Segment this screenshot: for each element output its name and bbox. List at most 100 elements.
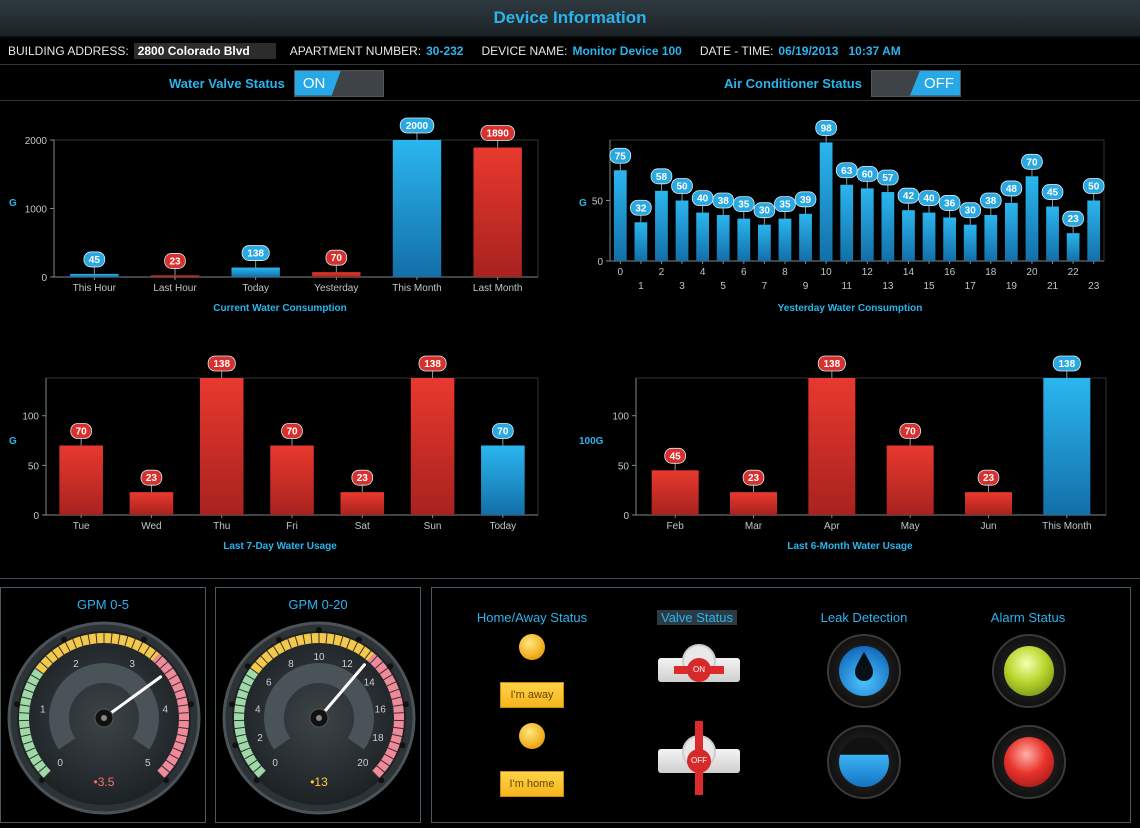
- gauge-minor-tick: [149, 650, 157, 660]
- gauge-minor-tick: [20, 733, 31, 738]
- current-chart-title: Current Water Consumption: [213, 303, 347, 314]
- data-label-bubble: [1021, 153, 1043, 170]
- gauge-red-zone: [152, 653, 189, 779]
- gauge-major-tick: [187, 701, 194, 708]
- y-tick-label: 0: [623, 511, 629, 522]
- data-label-bubble: [742, 469, 765, 486]
- gauge-minor-tick: [143, 645, 150, 655]
- gpm-gauge: 0 2 4 6 8 10 12 14 16 18 20 •13: [222, 621, 416, 815]
- gauge-minor-tick: [383, 674, 393, 681]
- gauge-major-tick: [253, 777, 260, 784]
- data-label-bubble: [959, 202, 982, 219]
- data-label-bubble: [918, 190, 940, 206]
- gauge-minor-tick: [58, 645, 65, 655]
- gauge-minor-tick: [159, 661, 169, 669]
- valve-status-title: Valve Status: [657, 610, 738, 625]
- data-label: 50: [1088, 182, 1100, 193]
- gauge-minor-tick: [249, 667, 259, 675]
- data-label-bubble: [492, 423, 514, 439]
- alarm-green-light-icon: [992, 634, 1066, 708]
- gauge-minor-tick: [95, 633, 98, 644]
- data-label: 70: [1026, 157, 1038, 168]
- bar: [737, 218, 751, 261]
- plot-area: [53, 139, 539, 278]
- gauge-minor-tick: [19, 726, 30, 730]
- data-label: 35: [738, 200, 750, 211]
- valve-on-icon[interactable]: ON: [658, 644, 740, 690]
- data-label: 60: [862, 169, 874, 180]
- x-tick-label: 19: [1006, 281, 1018, 292]
- x-tick-label: 23: [1088, 281, 1100, 292]
- data-label: 57: [882, 173, 894, 184]
- gauge-minor-tick: [302, 634, 306, 645]
- status-panel: Home/Away Status I'm away I'm home Valve…: [431, 587, 1131, 823]
- gauge-minor-tick: [287, 638, 292, 649]
- last-7-day-usage-chart: 0 50 100 Tue 70 Wed 23 Thu 138 Fri 70 Sat 23 Sun 138 To…: [0, 348, 560, 558]
- water-valve-toggle-row: Water Valve Status ON: [169, 69, 384, 97]
- gauge-green-zone: [19, 668, 52, 779]
- gauge-minor-tick: [161, 765, 170, 773]
- x-tick-label: 7: [762, 281, 768, 292]
- gauge-minor-tick: [339, 636, 344, 647]
- gauge-minor-tick: [248, 759, 258, 767]
- divider: [0, 578, 1140, 579]
- gauge-minor-tick: [171, 681, 182, 687]
- gauge-minor-tick: [21, 696, 32, 700]
- x-tick-label: 10: [821, 267, 833, 278]
- week-chart-svg: 0 50 100 Tue 70 Wed 23 Thu 138 Fri 70 Sat 23 Sun 138 To…: [22, 355, 539, 532]
- data-label: 45: [89, 255, 101, 266]
- ac-toggle-row: Air Conditioner Status OFF: [724, 69, 961, 97]
- bar: [481, 445, 525, 515]
- gauge-minor-tick: [43, 770, 52, 779]
- gauge-needle: [317, 663, 366, 720]
- apartment-label: APARTMENT NUMBER:: [289, 44, 422, 58]
- data-label-bubble: [164, 253, 186, 269]
- home-away-status-title: Home/Away Status: [476, 610, 588, 625]
- y-tick-label: 100: [612, 412, 629, 423]
- gauge-tick-label: 8: [288, 659, 294, 670]
- gauge-tick-label: 2: [73, 659, 79, 670]
- away-sign[interactable]: I'm away: [500, 634, 564, 714]
- x-tick-label: 13: [882, 281, 894, 292]
- ac-toggle-value: OFF: [909, 70, 960, 96]
- x-tick-label: 1: [638, 281, 644, 292]
- alarm-status-title: Alarm Status: [990, 610, 1066, 625]
- data-label: 32: [635, 203, 647, 214]
- x-tick-label: 20: [1026, 267, 1038, 278]
- home-sign[interactable]: I'm home: [500, 723, 564, 803]
- x-tick-label: This Month: [1042, 521, 1091, 532]
- gauge-red-zone: [367, 653, 404, 779]
- x-tick-label: 15: [923, 281, 935, 292]
- water-valve-toggle[interactable]: ON: [293, 69, 384, 97]
- gauge-minor-tick: [236, 696, 247, 700]
- x-tick-label: 21: [1047, 281, 1059, 292]
- data-label: 30: [759, 206, 771, 217]
- gauge-yellow-zone: [35, 633, 160, 674]
- ac-toggle[interactable]: OFF: [870, 69, 961, 97]
- gauge-minor-tick: [34, 667, 44, 675]
- bar: [943, 217, 957, 261]
- gauge-inner-track: [49, 663, 159, 750]
- data-label-bubble: [712, 192, 735, 209]
- x-tick-label: This Month: [392, 283, 441, 294]
- gauge-minor-tick: [23, 740, 33, 745]
- bulb-icon: [519, 723, 545, 749]
- gauge-minor-tick: [177, 704, 189, 707]
- data-label: 75: [615, 151, 627, 162]
- bar: [819, 142, 833, 261]
- data-label-bubble: [774, 196, 796, 213]
- y-tick-label: 1000: [25, 205, 48, 216]
- gauge-major-tick: [244, 663, 251, 670]
- x-tick-label: Wed: [141, 521, 161, 532]
- gauge-minor-tick: [387, 747, 398, 753]
- gauge-minor-tick: [258, 770, 267, 779]
- gauge-major-tick: [163, 777, 170, 784]
- gauge-minor-tick: [33, 759, 43, 767]
- gauge-minor-tick: [172, 747, 183, 753]
- y-tick-label: 0: [597, 257, 603, 268]
- gauge-minor-tick: [273, 645, 280, 655]
- bar: [922, 212, 936, 261]
- bar: [808, 378, 856, 515]
- valve-off-icon[interactable]: OFF: [658, 721, 740, 795]
- data-label-bubble: [140, 469, 163, 486]
